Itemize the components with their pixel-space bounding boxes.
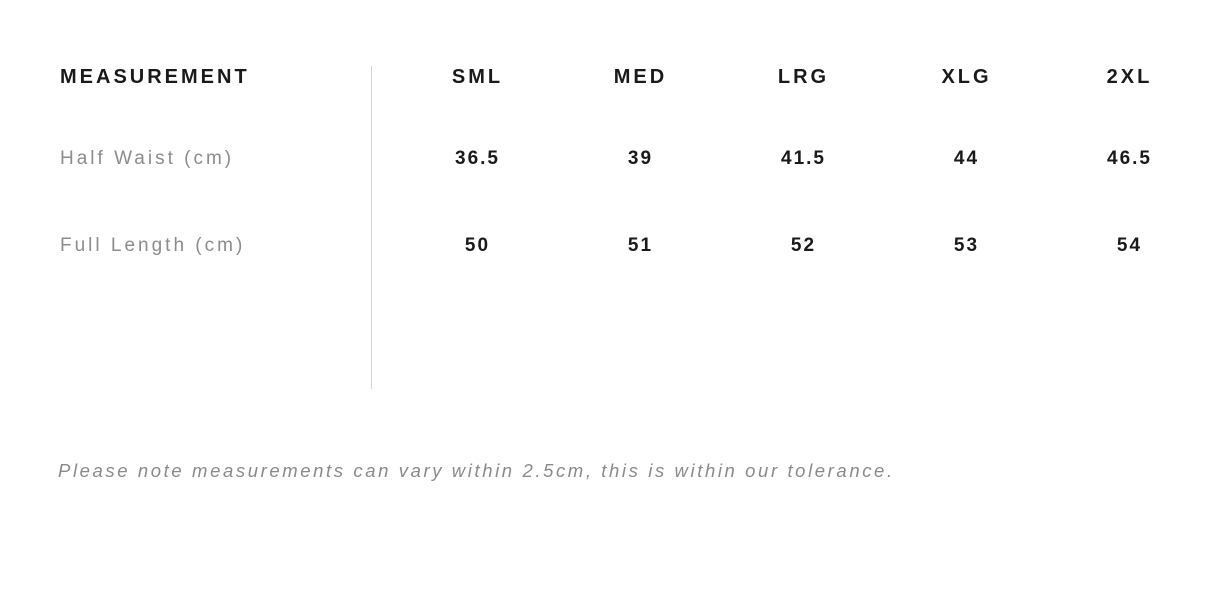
table-row: Full Length (cm) 50 51 52 53 54 [60,234,1211,257]
half-waist-sml-value: 36.5 [455,148,500,169]
half-waist-2xl-value: 46.5 [1107,148,1152,169]
half-waist-xlg-value: 44 [953,148,980,169]
size-guide: MEASUREMENT SML MED LRG XLG 2XL Half Wai… [0,66,1217,605]
row-label-half-waist: Half Waist (cm) [60,148,235,169]
full-length-lrg-value: 52 [790,235,817,256]
table-row: Half Waist (cm) 36.5 39 41.5 44 46.5 [60,147,1211,170]
size-table: MEASUREMENT SML MED LRG XLG 2XL Half Wai… [60,66,1211,389]
column-header-2xl: 2XL [1106,66,1153,88]
column-header-sml: SML [451,66,504,88]
measurement-column-header: MEASUREMENT [60,66,250,88]
row-label-full-length: Full Length (cm) [60,235,246,256]
column-header-med: MED [613,66,668,88]
full-length-xlg-value: 53 [953,235,980,256]
half-waist-lrg-value: 41.5 [781,148,826,169]
half-waist-med-value: 39 [627,148,654,169]
full-length-2xl-value: 54 [1116,235,1143,256]
column-header-lrg: LRG [777,66,830,88]
tolerance-note: Please note measurements can vary within… [58,460,895,481]
column-divider [371,66,372,389]
full-length-sml-value: 50 [464,235,491,256]
full-length-med-value: 51 [627,235,654,256]
column-header-xlg: XLG [941,66,992,88]
table-header-row: MEASUREMENT SML MED LRG XLG 2XL [60,66,1211,89]
